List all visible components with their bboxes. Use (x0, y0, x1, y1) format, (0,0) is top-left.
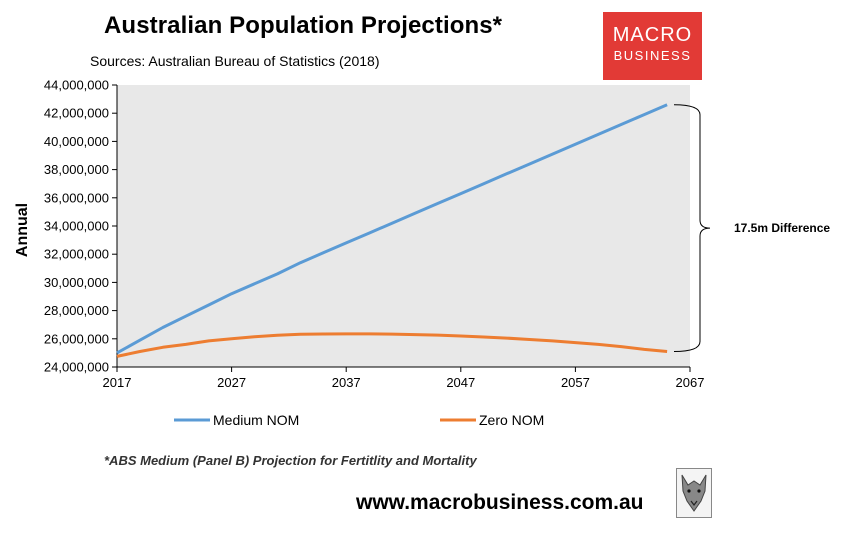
y-tick-label: 40,000,000 (44, 134, 109, 149)
y-tick-label: 34,000,000 (44, 219, 109, 234)
y-tick-label: 44,000,000 (44, 78, 109, 93)
y-tick-label: 38,000,000 (44, 162, 109, 177)
footer-url[interactable]: www.macrobusiness.com.au (356, 491, 644, 514)
y-tick-label: 26,000,000 (44, 331, 109, 346)
plot-area (117, 85, 690, 367)
legend-label: Zero NOM (479, 412, 544, 428)
y-tick-label: 28,000,000 (44, 303, 109, 318)
x-axis-ticks: 2017 2027 2037 2047 2057 2067 (103, 367, 705, 390)
chart-title: Australian Population Projections* (104, 12, 503, 39)
wolf-head-icon (676, 468, 712, 518)
y-tick-label: 24,000,000 (44, 360, 109, 375)
chart-subtitle: Sources: Australian Bureau of Statistics… (90, 53, 380, 69)
difference-annotation: 17.5m Difference (734, 221, 830, 235)
y-tick-label: 42,000,000 (44, 106, 109, 121)
x-tick-label: 2067 (676, 375, 705, 390)
series-line-medium-nom (116, 103, 668, 355)
x-tick-label: 2017 (103, 375, 132, 390)
difference-brace (673, 104, 711, 352)
y-axis-label: Annual (14, 203, 31, 257)
y-tick-label: 30,000,000 (44, 275, 109, 290)
macrobusiness-logo[interactable]: MACRO BUSINESS (603, 12, 702, 80)
x-tick-label: 2027 (217, 375, 246, 390)
logo-line-1: MACRO (612, 24, 693, 46)
legend: Medium NOM Zero NOM (174, 412, 544, 428)
footnote: *ABS Medium (Panel B) Projection for Fer… (104, 453, 477, 468)
logo-line-2: BUSINESS (613, 48, 692, 63)
x-tick-label: 2047 (446, 375, 475, 390)
series-line-zero-nom (116, 332, 668, 358)
y-axis-ticks: 24,000,000 26,000,000 28,000,000 30,000,000… (44, 78, 117, 375)
x-tick-label: 2037 (332, 375, 361, 390)
y-tick-label: 32,000,000 (44, 247, 109, 262)
y-tick-label: 36,000,000 (44, 190, 109, 205)
x-tick-label: 2057 (561, 375, 590, 390)
legend-label: Medium NOM (213, 412, 299, 428)
series-lines (116, 103, 668, 358)
